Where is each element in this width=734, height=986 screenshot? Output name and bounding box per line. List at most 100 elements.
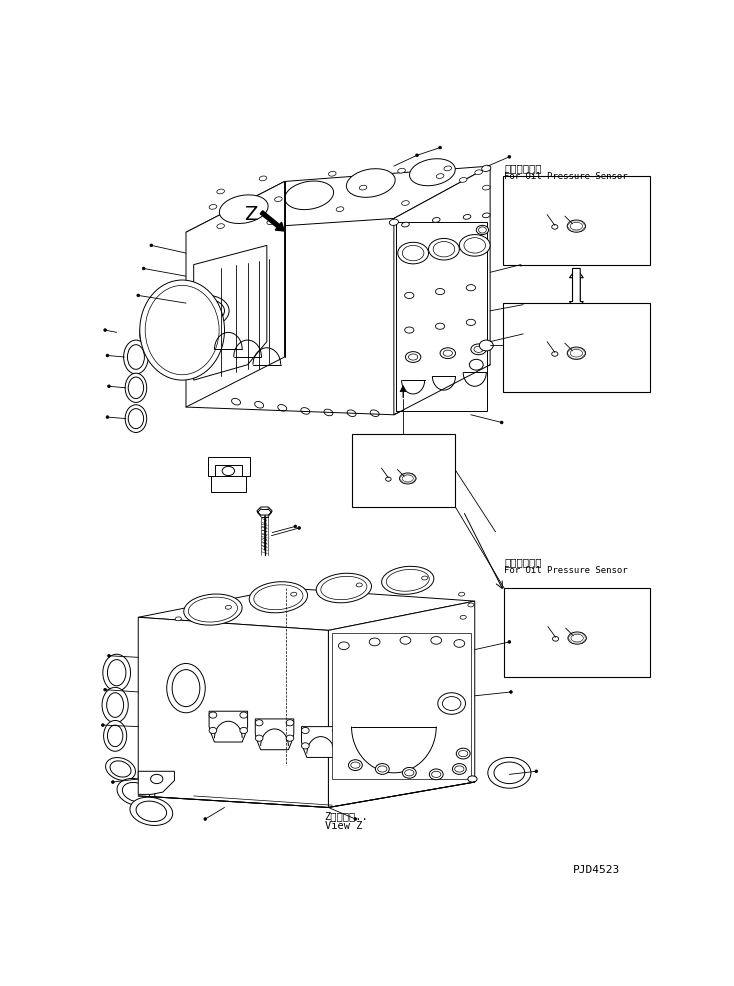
- Ellipse shape: [255, 720, 263, 726]
- Ellipse shape: [482, 166, 491, 172]
- Ellipse shape: [553, 637, 559, 641]
- Ellipse shape: [139, 314, 170, 355]
- Ellipse shape: [520, 263, 523, 266]
- Ellipse shape: [535, 770, 538, 773]
- Ellipse shape: [316, 573, 371, 602]
- Ellipse shape: [107, 660, 126, 686]
- Ellipse shape: [444, 166, 451, 171]
- Polygon shape: [302, 727, 340, 757]
- Ellipse shape: [225, 605, 231, 609]
- Polygon shape: [257, 507, 272, 515]
- Ellipse shape: [432, 771, 441, 777]
- Ellipse shape: [301, 407, 310, 414]
- Ellipse shape: [468, 603, 474, 607]
- Ellipse shape: [409, 354, 418, 360]
- Ellipse shape: [443, 696, 461, 711]
- Ellipse shape: [404, 292, 414, 299]
- Ellipse shape: [294, 525, 297, 528]
- Ellipse shape: [184, 594, 242, 625]
- Ellipse shape: [189, 598, 238, 622]
- Bar: [396, 222, 487, 411]
- Ellipse shape: [338, 642, 349, 650]
- Ellipse shape: [389, 219, 399, 226]
- Ellipse shape: [217, 224, 225, 229]
- Ellipse shape: [346, 169, 395, 197]
- Ellipse shape: [401, 200, 410, 205]
- Ellipse shape: [106, 693, 123, 718]
- Ellipse shape: [186, 296, 229, 326]
- Polygon shape: [186, 166, 490, 233]
- Text: PJD4523: PJD4523: [573, 866, 619, 876]
- Ellipse shape: [110, 761, 131, 777]
- Ellipse shape: [488, 757, 531, 788]
- Text: 油圧センサ用: 油圧センサ用: [504, 557, 542, 567]
- Ellipse shape: [107, 725, 123, 746]
- Ellipse shape: [459, 593, 465, 597]
- Ellipse shape: [302, 742, 309, 749]
- Ellipse shape: [254, 585, 303, 609]
- Ellipse shape: [522, 304, 525, 306]
- Ellipse shape: [369, 638, 380, 646]
- Ellipse shape: [103, 721, 127, 751]
- Bar: [504, 176, 650, 264]
- Ellipse shape: [347, 410, 356, 416]
- Ellipse shape: [552, 225, 558, 229]
- Ellipse shape: [191, 300, 225, 322]
- Ellipse shape: [476, 226, 489, 235]
- Ellipse shape: [433, 242, 455, 257]
- Ellipse shape: [128, 377, 144, 398]
- Ellipse shape: [455, 766, 464, 772]
- Ellipse shape: [459, 235, 490, 256]
- Ellipse shape: [404, 770, 414, 776]
- Ellipse shape: [255, 401, 264, 408]
- Ellipse shape: [508, 156, 511, 158]
- Ellipse shape: [150, 244, 153, 246]
- Ellipse shape: [567, 220, 586, 233]
- Ellipse shape: [398, 243, 429, 264]
- Ellipse shape: [399, 473, 416, 484]
- Ellipse shape: [474, 346, 483, 352]
- Ellipse shape: [454, 640, 465, 648]
- Ellipse shape: [336, 207, 344, 212]
- Ellipse shape: [494, 762, 525, 784]
- Ellipse shape: [255, 736, 263, 741]
- Ellipse shape: [552, 352, 558, 356]
- Ellipse shape: [324, 409, 333, 416]
- Ellipse shape: [286, 720, 294, 726]
- Ellipse shape: [435, 289, 445, 295]
- Bar: [504, 303, 650, 391]
- Ellipse shape: [240, 728, 247, 734]
- Ellipse shape: [349, 760, 363, 770]
- Polygon shape: [208, 458, 250, 476]
- Ellipse shape: [167, 664, 206, 713]
- FancyArrow shape: [570, 268, 584, 311]
- Ellipse shape: [385, 477, 391, 481]
- Ellipse shape: [479, 227, 487, 233]
- Ellipse shape: [568, 632, 586, 644]
- Ellipse shape: [402, 475, 413, 482]
- Ellipse shape: [259, 176, 266, 180]
- Ellipse shape: [126, 405, 147, 433]
- Ellipse shape: [415, 154, 418, 157]
- Ellipse shape: [117, 779, 155, 806]
- Ellipse shape: [508, 641, 511, 643]
- Text: View Z: View Z: [324, 820, 362, 830]
- Ellipse shape: [145, 285, 219, 375]
- Ellipse shape: [275, 197, 282, 201]
- Ellipse shape: [209, 728, 217, 734]
- Ellipse shape: [291, 593, 297, 597]
- Ellipse shape: [240, 712, 247, 718]
- Bar: [504, 588, 650, 676]
- Bar: [352, 434, 456, 507]
- Polygon shape: [186, 181, 285, 407]
- Polygon shape: [138, 771, 175, 795]
- Ellipse shape: [460, 615, 466, 619]
- Ellipse shape: [459, 750, 468, 756]
- Ellipse shape: [101, 724, 104, 727]
- Ellipse shape: [103, 328, 106, 331]
- Polygon shape: [194, 246, 267, 381]
- Ellipse shape: [359, 185, 367, 190]
- Ellipse shape: [142, 267, 145, 270]
- Ellipse shape: [570, 349, 583, 357]
- Ellipse shape: [429, 239, 459, 260]
